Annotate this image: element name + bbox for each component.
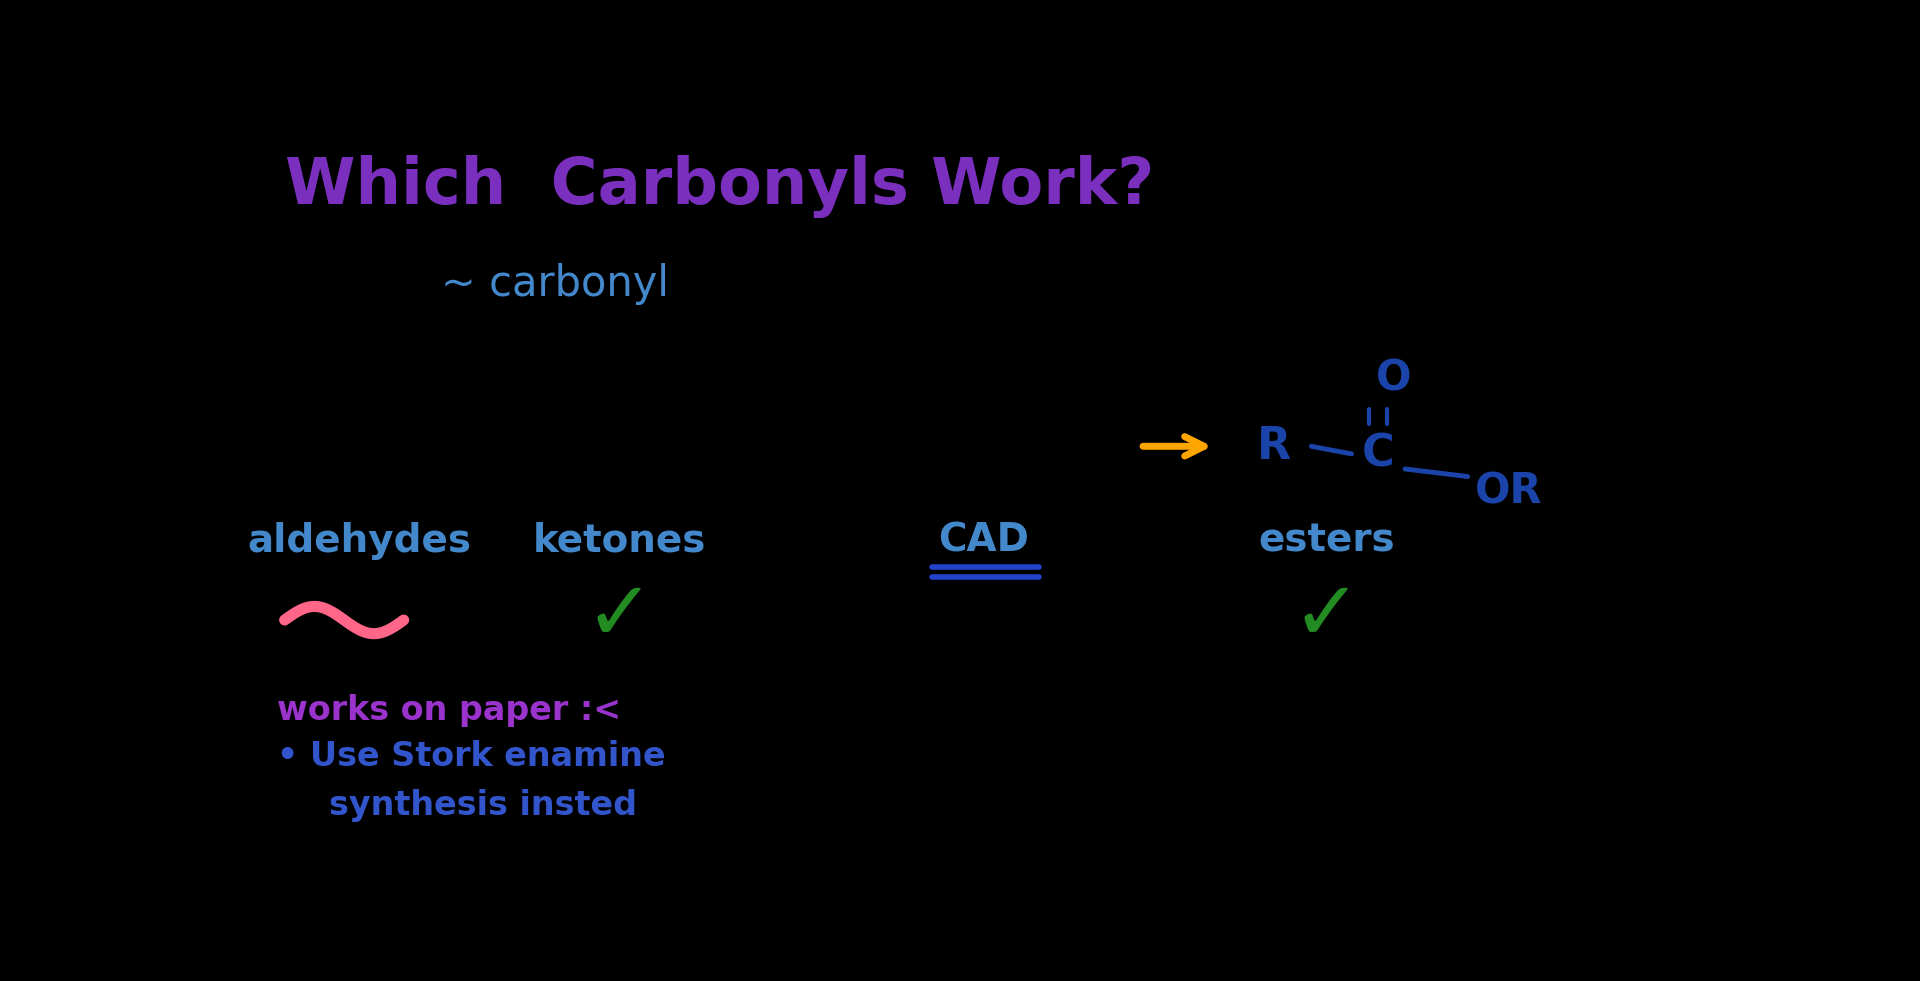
- Text: synthesis insted: synthesis insted: [330, 789, 637, 822]
- Text: CAD: CAD: [939, 522, 1029, 560]
- Text: ~ carbonyl: ~ carbonyl: [442, 263, 668, 305]
- Text: OR: OR: [1475, 471, 1542, 513]
- Text: • Use Stork enamine: • Use Stork enamine: [276, 740, 666, 772]
- Text: ketones: ketones: [532, 522, 707, 560]
- Text: R: R: [1258, 425, 1292, 468]
- Text: esters: esters: [1258, 522, 1394, 560]
- Text: Which  Carbonyls Work?: Which Carbonyls Work?: [284, 155, 1154, 219]
- Text: works on paper :<: works on paper :<: [276, 695, 622, 727]
- Text: ✓: ✓: [1292, 576, 1361, 656]
- Text: C: C: [1361, 433, 1394, 476]
- Text: aldehydes: aldehydes: [248, 522, 470, 560]
- Text: ✓: ✓: [584, 576, 655, 656]
- Text: O: O: [1375, 357, 1411, 399]
